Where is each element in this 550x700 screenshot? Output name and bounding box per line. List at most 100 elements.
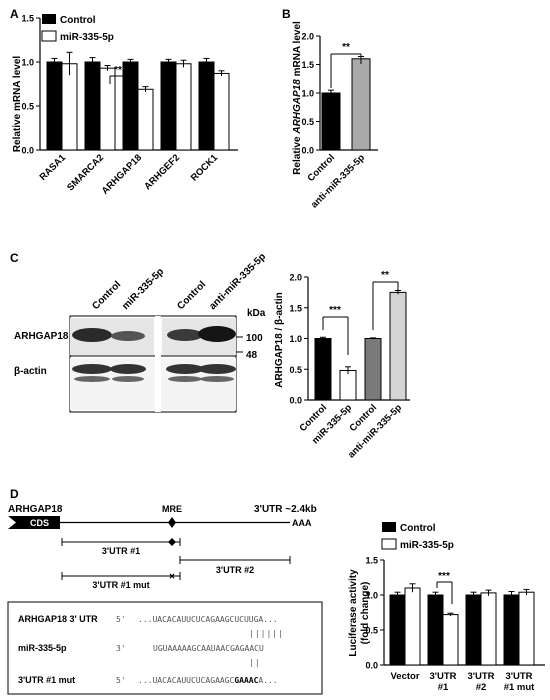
fragment-1-mre: [168, 538, 176, 546]
chart-d-ytick-label: 1.0: [365, 591, 378, 601]
chart-b-ytick-label: 0.5: [301, 117, 314, 127]
chart-d-ytick-label: 0.5: [365, 626, 378, 636]
sig-a-label: **: [114, 65, 122, 76]
seq-mir: UGUAAAAAGCAAUAACGAGAACU: [153, 644, 264, 653]
polya-label: AAA: [292, 518, 312, 528]
chart-b-ytick-label: 0.0: [301, 146, 314, 156]
panel-d-letter: D: [10, 487, 19, 501]
sig-b-label: **: [342, 42, 350, 53]
blot-kda-label: kDa: [247, 308, 266, 319]
chart-a-mir-bar: [61, 63, 78, 151]
fragment-3-label: 3'UTR #1 mut: [92, 580, 149, 590]
legend-d-control-label: Control: [400, 523, 436, 534]
seq-label-utr: ARHGAP18 3' UTR: [18, 614, 98, 624]
chart-c-ytick-label: 0.5: [289, 365, 302, 375]
utr-length-label: 3'UTR ~2.4kb: [254, 504, 317, 515]
seq-end-mir: 3': [116, 644, 126, 653]
chart-a-xtick-label: ROCK1: [189, 152, 221, 184]
blot-row-actin: β-actin: [14, 366, 47, 377]
kda-48: 48: [246, 350, 258, 361]
chart-d-mir-bar: [442, 614, 459, 666]
sig-d-label: ***: [438, 571, 450, 582]
band-actin-lane2-bottom: [112, 376, 144, 382]
blot-header-control-2: Control: [175, 279, 208, 312]
chart-c-ytick-label: 2.0: [289, 273, 302, 283]
band-actin-lane2-top: [110, 364, 146, 374]
band-actin-lane1-top: [72, 364, 112, 374]
blot-header-anti: anti-miR-335-5p: [207, 251, 268, 312]
chart-d-xtick-label: Vector: [390, 671, 419, 682]
band-actin-lane3-bottom: [168, 376, 202, 382]
fragment-2-label: 3'UTR #2: [216, 565, 254, 575]
chart-a-ytick-label: 0.5: [21, 102, 34, 112]
chart-b-ytick-label: 1.5: [301, 60, 314, 70]
fragment-1-label: 3'UTR #1: [102, 546, 140, 556]
chart-d-ytick-label: 1.5: [365, 556, 378, 566]
band-actin-lane3-top: [166, 364, 204, 374]
panel-c-letter: C: [10, 251, 19, 265]
chart-d-control-bar: [389, 594, 406, 666]
fragment-3-mutation-mark: ×: [169, 572, 175, 583]
mre-diamond: [168, 517, 176, 528]
chart-b-1-bar: [351, 58, 371, 151]
chart-a-mir-bar: [99, 67, 116, 151]
chart-a-control-bar: [122, 61, 139, 151]
panel-d-ylabel-1: Luciferase activity: [348, 569, 359, 657]
chart-d-control-bar: [503, 594, 520, 666]
chart-a-xtick-label: ARHGAP18: [100, 152, 144, 196]
chart-c-2-bar: [364, 338, 382, 401]
chart-a-control-bar: [84, 61, 101, 151]
blot-row-arhgap18: ARHGAP18: [14, 331, 69, 342]
seq-mut: ...UACACAUUCUCAGAAGCGAAACA...: [138, 676, 278, 685]
chart-c-3-bar: [389, 291, 407, 401]
chart-a-ytick-label: 1.5: [21, 14, 34, 24]
band-arhgap18-lane1: [72, 328, 112, 342]
panel-b-ylabel: Relative ARHGAP18 mRNA level: [292, 21, 303, 175]
cds-label: CDS: [30, 518, 49, 528]
chart-d-ytick-label: 0.0: [365, 661, 378, 671]
chart-d-mir-bar: [404, 587, 421, 666]
chart-a-control-bar: [198, 61, 215, 151]
legend-a-control-label: Control: [60, 15, 96, 26]
seq-pairing-1: ||||||: [249, 629, 284, 638]
chart-d-xtick-label: 3'UTR #2: [467, 671, 494, 693]
cds-block: [8, 516, 60, 529]
chart-a-ytick-label: 0.0: [21, 146, 34, 156]
chart-b-xtick-label: anti-miR-335-5p: [309, 152, 367, 210]
panel-b-letter: B: [282, 7, 291, 21]
chart-d-xtick-label: 3'UTR #1 mut: [504, 671, 535, 693]
chart-a-mir-bar: [137, 88, 154, 151]
band-actin-lane1-bottom: [74, 376, 110, 382]
band-arhgap18-lane4: [198, 326, 236, 342]
mre-label: MRE: [162, 504, 182, 514]
chart-c-1-bar: [339, 369, 357, 401]
chart-a-xtick-label: ARHGEF2: [142, 152, 182, 192]
chart-a-control-bar: [46, 61, 63, 151]
legend-d-mir-label: miR-335-5p: [400, 540, 454, 551]
legend-a-mir-swatch: [41, 30, 57, 42]
chart-c-ytick-label: 0.0: [289, 396, 302, 406]
band-actin-lane4-bottom: [200, 376, 234, 382]
chart-c-0-bar: [314, 338, 332, 401]
seq-pairing-2: ||: [249, 658, 261, 667]
panel-a-letter: A: [10, 7, 19, 21]
gene-label: ARHGAP18: [8, 504, 63, 515]
seq-end-utr: 5': [116, 615, 126, 624]
seq-label-mir: miR-335-5p: [18, 643, 67, 653]
chart-d: 0.0 0.5 1.0 1.5 Vector 3'UTR #1 3'UTR #2 3'UTR #1 …: [365, 556, 545, 693]
chart-d-xtick-label: 3'UTR #1: [429, 671, 456, 693]
panel-d-ylabel-2: (fold change): [360, 582, 371, 645]
band-actin-lane4-top: [198, 364, 236, 374]
panel-a-ylabel: Relative mRNA level: [12, 56, 23, 153]
sig-c1-label: ***: [329, 305, 341, 316]
chart-b-ytick-label: 1.0: [301, 89, 314, 99]
panel-c-ylabel: ARHGAP18 / β-actin: [274, 292, 285, 388]
legend-a-mir-label: miR-335-5p: [60, 32, 114, 43]
chart-b-0-bar: [321, 92, 341, 151]
chart-c-ytick-label: 1.5: [289, 303, 302, 313]
panel-c: C Control miR-335-5p Control anti-miR-33…: [10, 251, 410, 461]
seq-end-mut: 5': [116, 676, 126, 685]
legend-d-control-swatch: [382, 522, 396, 532]
chart-c-ytick-label: 1.0: [289, 334, 302, 344]
